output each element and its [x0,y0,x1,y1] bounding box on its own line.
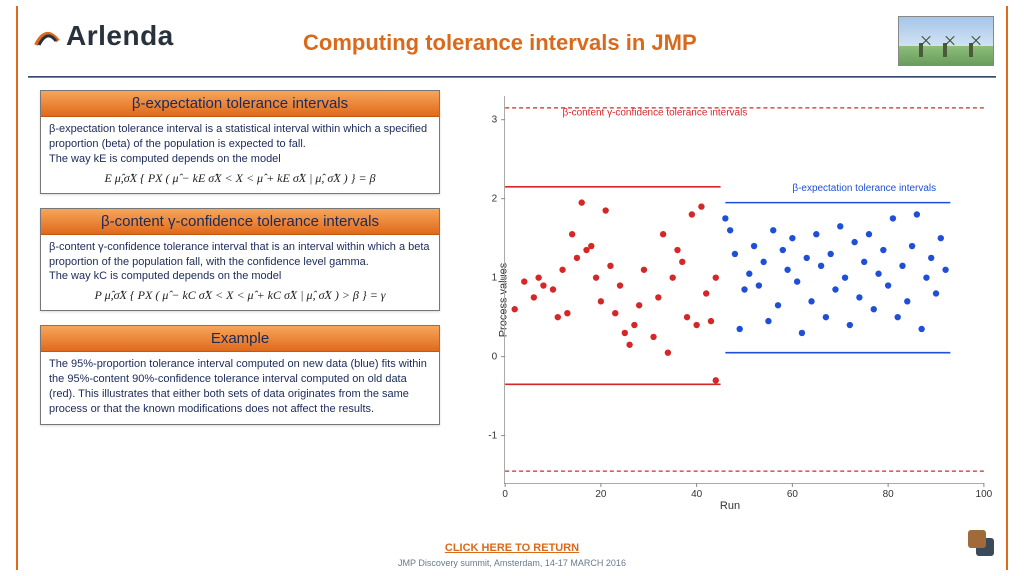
svg-text:β-content γ-confidence toleran: β-content γ-confidence tolerance interva… [563,108,748,119]
box-expectation-title: β-expectation tolerance intervals [41,91,439,117]
box-content-formula: P μ̂,σ̂X { PX ( μ̂ − kC σ̂X < X < μ̂ + k… [49,287,431,303]
svg-text:40: 40 [691,489,703,500]
svg-text:β-expectation tolerance interv: β-expectation tolerance intervals [792,183,936,194]
svg-text:20: 20 [595,489,607,500]
box-example: Example The 95%-proportion tolerance int… [40,325,440,424]
box-content-title: β-content γ-confidence tolerance interva… [41,209,439,235]
scatter-chart: Process values Run 020406080100-10123β-c… [470,90,990,510]
photo-thumb [898,16,994,66]
svg-text:2: 2 [492,194,498,205]
svg-text:3: 3 [492,115,498,126]
box-example-title: Example [41,326,439,352]
svg-text:1: 1 [492,273,498,284]
svg-text:0: 0 [492,352,498,363]
svg-text:100: 100 [976,489,993,500]
logo: Arlenda [32,20,174,52]
logo-text: Arlenda [66,20,174,51]
svg-text:80: 80 [883,489,895,500]
header: Arlenda Computing tolerance intervals in… [28,14,996,74]
plot-svg: 020406080100-10123β-content γ-confidence… [505,96,984,483]
box-content-body: β-content γ-confidence tolerance interva… [49,240,431,285]
left-column: β-expectation tolerance intervals β-expe… [40,90,440,439]
box-expectation: β-expectation tolerance intervals β-expe… [40,90,440,194]
box-example-body: The 95%-proportion tolerance interval co… [41,352,439,423]
box-expectation-formula: E μ̂,σ̂X { PX ( μ̂ − kE σ̂X < X < μ̂ + k… [49,170,431,186]
plot-area: 020406080100-10123β-content γ-confidence… [504,96,984,484]
return-link[interactable]: CLICK HERE TO RETURN [445,542,579,554]
box-expectation-body: β-expectation tolerance interval is a st… [49,122,431,167]
conference-line: JMP Discovery summit, Amsterdam, 14-17 M… [0,558,1024,568]
svg-text:-1: -1 [488,431,497,442]
logo-icon [32,23,60,49]
slide-title: Computing tolerance intervals in JMP [303,30,697,56]
header-rule [28,76,996,78]
footer: CLICK HERE TO RETURN JMP Discovery summi… [0,538,1024,568]
box-content: β-content γ-confidence tolerance interva… [40,208,440,312]
svg-text:0: 0 [502,489,508,500]
svg-text:60: 60 [787,489,799,500]
x-axis-label: Run [720,500,740,512]
